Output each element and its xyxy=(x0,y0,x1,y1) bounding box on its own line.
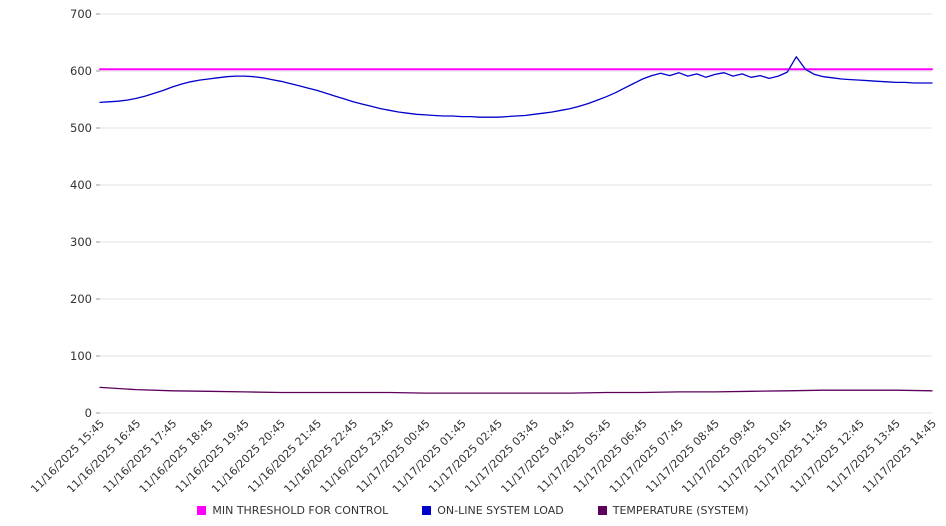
y-axis-tick-label: 400 xyxy=(70,178,92,192)
y-axis-tick-label: 0 xyxy=(85,406,92,420)
legend-label: MIN THRESHOLD FOR CONTROL xyxy=(212,504,389,517)
legend-swatch xyxy=(197,506,207,515)
legend-swatch xyxy=(597,506,607,515)
y-axis-tick-label: 100 xyxy=(70,349,92,363)
y-axis-tick-label: 300 xyxy=(70,235,92,249)
legend-item: ON-LINE SYSTEM LOAD xyxy=(422,504,564,517)
legend-swatch xyxy=(422,506,432,515)
legend-item: TEMPERATURE (SYSTEM) xyxy=(597,504,749,517)
y-axis-tick-label: 200 xyxy=(70,292,92,306)
series-line-on-line-system-load xyxy=(99,56,933,118)
legend-item: MIN THRESHOLD FOR CONTROL xyxy=(197,504,388,517)
legend-label: ON-LINE SYSTEM LOAD xyxy=(437,504,564,517)
chart-legend: MIN THRESHOLD FOR CONTROL ON-LINE SYSTEM … xyxy=(0,504,946,517)
legend-label: TEMPERATURE (SYSTEM) xyxy=(612,504,749,517)
y-axis-tick-label: 700 xyxy=(70,7,92,21)
y-axis-tick-label: 600 xyxy=(70,64,92,78)
y-axis-tick-label: 500 xyxy=(70,121,92,135)
series-line-temperature-system xyxy=(99,386,933,394)
